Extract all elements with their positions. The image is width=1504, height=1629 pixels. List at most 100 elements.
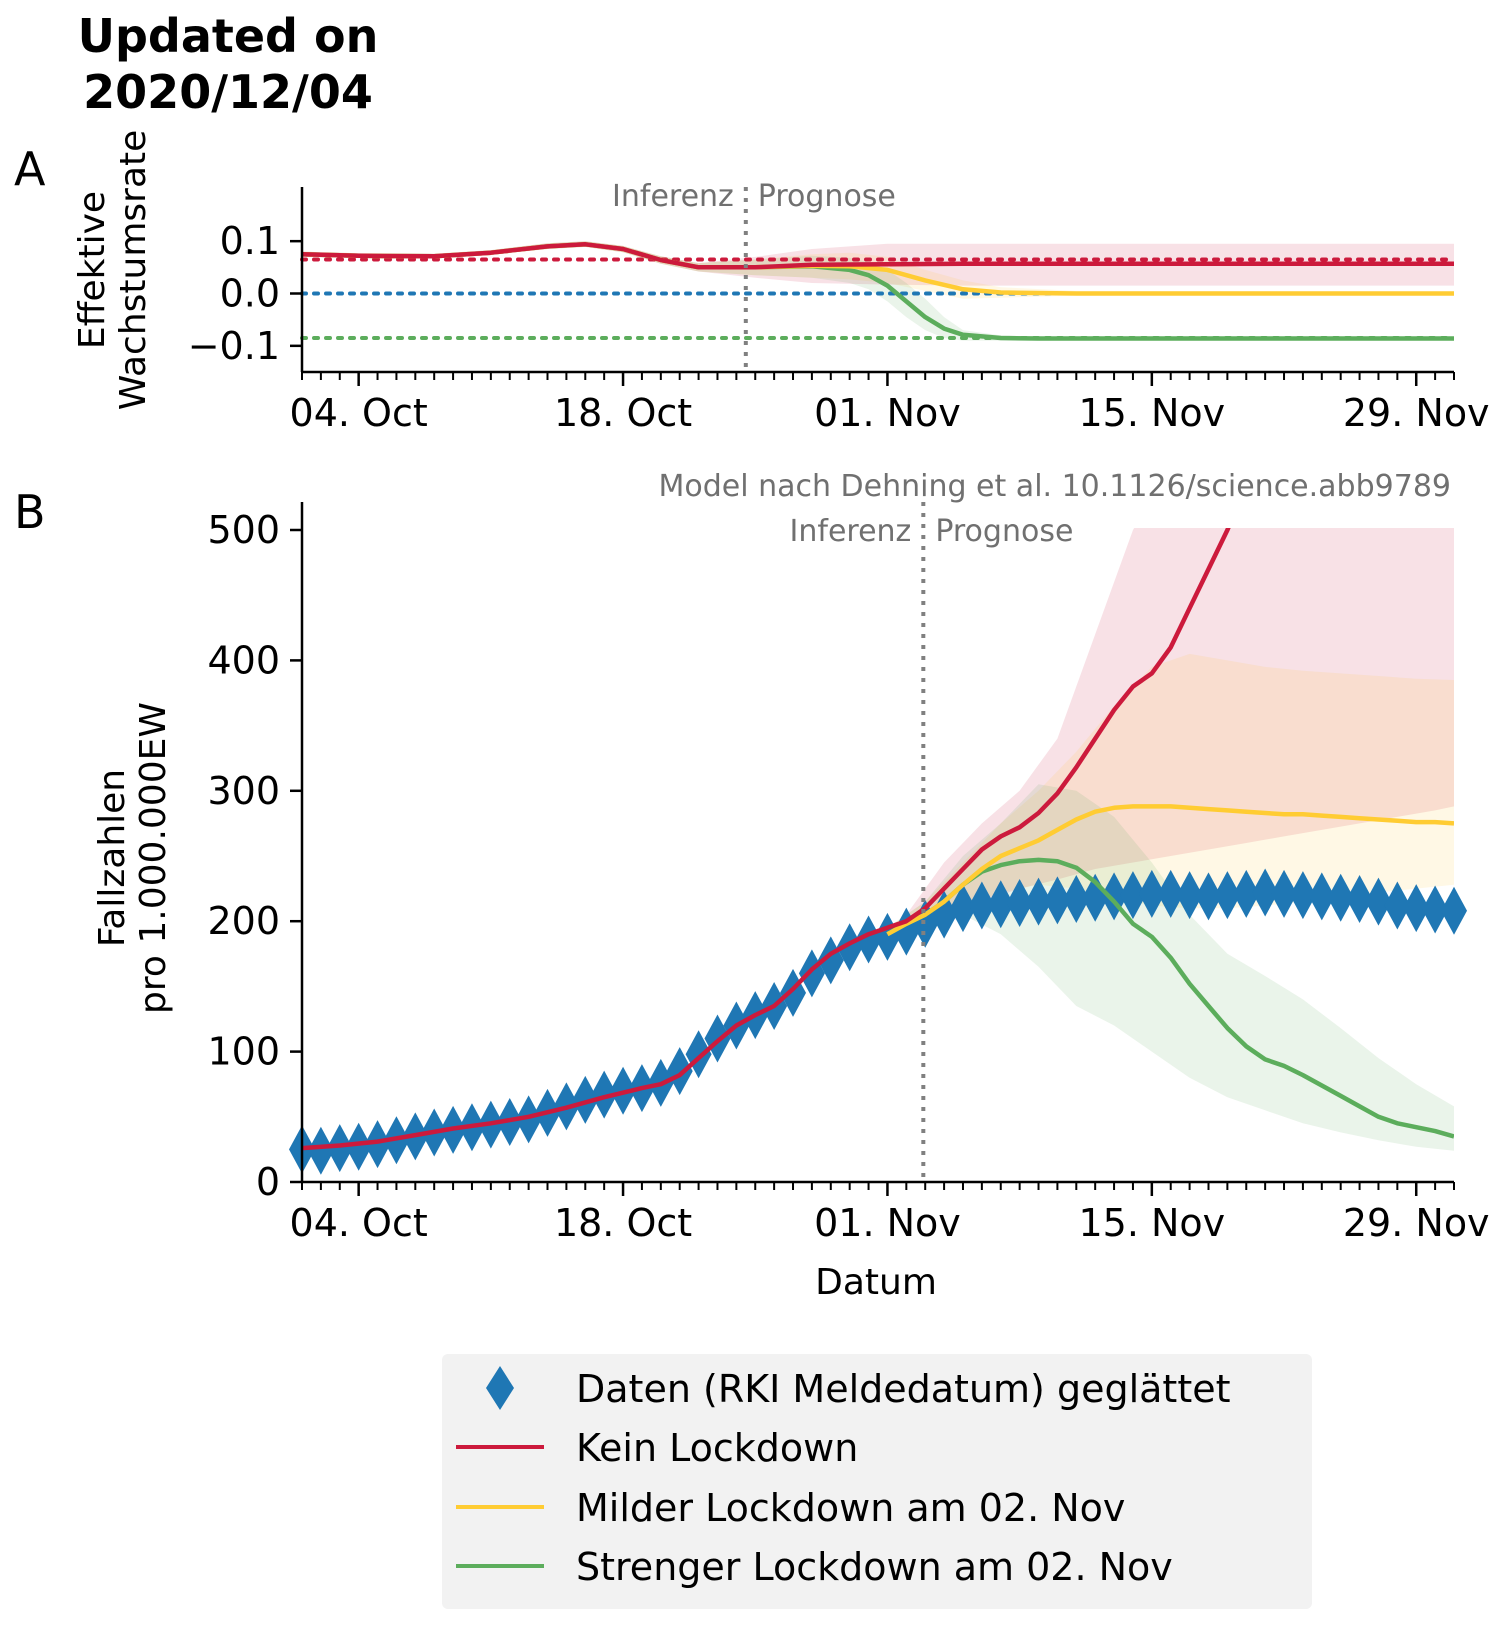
panel-a-x-tick-label: 18. Oct	[554, 391, 692, 435]
panel-b-data-point	[515, 1095, 542, 1144]
panel-b-data-point	[1044, 876, 1071, 925]
panel-a-y-tick-label: 0.0	[220, 272, 280, 316]
panel-b-data-point	[666, 1047, 693, 1096]
panel-b-letter: B	[14, 485, 46, 539]
panel-b-data-point	[1195, 872, 1222, 921]
panel-b-data-point	[1441, 886, 1467, 935]
panel-a-line-kein-lockdown	[301, 242, 1454, 270]
legend-label-data: Daten (RKI Meldedatum) geglättet	[576, 1367, 1231, 1411]
panel-b-y-tick-label: 100	[207, 1030, 280, 1074]
panel-b-data-point	[1271, 869, 1298, 918]
legend-frame	[442, 1354, 1312, 1609]
panel-b-divider-group: Inferenz Prognose	[790, 502, 1073, 1182]
panel-b-data-point	[855, 915, 882, 964]
legend-item-milder-lockdown: Milder Lockdown am 02. Nov	[456, 1486, 1125, 1530]
panel-b-data-point	[1063, 875, 1090, 924]
legend-item-data: Daten (RKI Meldedatum) geglättet	[486, 1366, 1231, 1411]
panel-b-y-tick-label: 200	[207, 899, 280, 943]
panel-a-growth-rate-chart: Inferenz Prognose 0.1 0.0 −0.104. Oct 18. Oc…	[72, 130, 1490, 435]
panel-b-data-point	[836, 923, 863, 972]
panel-a-divider-group: Inferenz Prognose	[612, 179, 896, 372]
panel-b-data-point	[1308, 872, 1335, 921]
panel-b-data-point	[345, 1122, 372, 1171]
panel-a-y-axis-label: Effektive Wachstumsrate	[72, 130, 154, 411]
panel-b-ylabel-line-2: pro 1.000.000EW	[133, 702, 174, 1014]
panel-a-x-tick-label: 04. Oct	[290, 391, 428, 435]
panel-b-line-kein-lockdown	[302, 528, 1231, 1151]
panel-a-uncertainty-bands	[302, 241, 1454, 341]
panel-b-data-point	[1119, 871, 1146, 920]
panel-b-inferenz-label: Inferenz	[790, 514, 912, 549]
panel-b-data-point	[1252, 868, 1279, 917]
panel-b-data-point	[1138, 869, 1165, 918]
panel-b-x-tick-label: 15. Nov	[1078, 1201, 1225, 1245]
panel-b-band-strenger-lockdown-am-02-nov	[887, 784, 1454, 1151]
panel-b-data-point	[931, 890, 958, 939]
panel-b-band-milder-lockdown-am-02-nov	[887, 653, 1454, 937]
panel-a-letter: A	[14, 142, 46, 196]
panel-a-ylabel-line-2: Wachstumsrate	[113, 130, 154, 411]
panel-b-y-tick-label: 500	[207, 508, 280, 552]
panel-b-data-point	[1365, 877, 1392, 926]
panel-a-prognose-label: Prognose	[758, 179, 896, 214]
panel-b-data-point	[949, 884, 976, 933]
panel-b-y-tick-label: 300	[207, 769, 280, 813]
panel-a-x-tick-label: 01. Nov	[814, 391, 961, 435]
panel-a-inferenz-label: Inferenz	[612, 179, 734, 214]
panel-b-data-point	[987, 880, 1014, 929]
diamond-marker-icon	[486, 1366, 514, 1410]
panel-b-data-point	[1327, 873, 1354, 922]
panel-b-line-milder-lockdown-am-02-nov	[886, 804, 1454, 937]
panel-b-prognose-label: Prognose	[935, 514, 1073, 549]
panel-a-x-tick-label: 15. Nov	[1078, 391, 1225, 435]
panel-b-series-lines	[302, 528, 1454, 1151]
panel-a-y-tick-label: −0.1	[188, 324, 280, 368]
panel-b-x-axis-label: Datum	[815, 1262, 937, 1303]
panel-a-ylabel-line-1: Effektive	[72, 191, 113, 349]
legend-item-kein-lockdown: Kein Lockdown	[456, 1426, 858, 1470]
panel-b-data-point	[1157, 869, 1184, 918]
panel-b-x-tick-label: 18. Oct	[554, 1201, 692, 1245]
panel-b-data-point	[1384, 881, 1411, 930]
panel-b-data-point	[1422, 885, 1449, 934]
panel-b-axes: 0 100 200 300 400 500 04. Oct 18. Oct 01. Nov 15.…	[207, 502, 1490, 1245]
panel-b-ylabel-line-1: Fallzahlen	[92, 769, 133, 947]
legend-label-strenger: Strenger Lockdown am 02. Nov	[576, 1545, 1173, 1589]
panel-b-x-tick-label: 01. Nov	[814, 1201, 961, 1245]
panel-b-x-tick-label: 04. Oct	[290, 1201, 428, 1245]
panel-a-x-tick-label: 29. Nov	[1343, 391, 1490, 435]
panel-b-data-point	[1403, 884, 1430, 933]
legend: Daten (RKI Meldedatum) geglättet Kein Lo…	[442, 1354, 1312, 1609]
panel-b-x-tick-label: 29. Nov	[1343, 1201, 1490, 1245]
legend-label-kein: Kein Lockdown	[576, 1426, 858, 1470]
panel-b-data-point	[572, 1075, 599, 1124]
panel-b-y-axis-label: Fallzahlen pro 1.000.000EW	[92, 702, 174, 1014]
legend-item-strenger-lockdown: Strenger Lockdown am 02. Nov	[456, 1545, 1173, 1589]
panel-b-y-tick-label: 400	[207, 638, 280, 682]
updated-line-2: 2020/12/04	[83, 65, 373, 119]
panel-a-band-strenger-lockdown-am-02-nov	[302, 241, 1454, 341]
panel-a-y-tick-label: 0.1	[220, 219, 280, 263]
updated-line-1: Updated on	[78, 9, 379, 63]
panel-b-data-point	[1006, 878, 1033, 927]
panel-a-series-lines	[301, 242, 1454, 341]
panel-b-data-point	[1289, 871, 1316, 920]
panel-b-data-point	[1346, 875, 1373, 924]
panel-b-uncertainty-bands	[887, 528, 1454, 1151]
panel-b-data-point	[326, 1124, 353, 1173]
panel-b-data-point	[364, 1120, 391, 1169]
legend-label-milder: Milder Lockdown am 02. Nov	[576, 1486, 1125, 1530]
panel-b-y-tick-label: 0	[256, 1160, 280, 1204]
panel-b-band-kein-lockdown	[906, 528, 1454, 928]
panel-b-data-point	[591, 1070, 618, 1119]
panel-b-data-point	[1214, 871, 1241, 920]
panel-b-case-numbers-chart: Model nach Dehning et al. 10.1126/scienc…	[92, 469, 1490, 1303]
panel-b-data-point	[968, 881, 995, 930]
panel-b-data-point	[1025, 877, 1052, 926]
model-credit-annotation: Model nach Dehning et al. 10.1126/scienc…	[658, 469, 1451, 504]
panel-a-axes: 0.1 0.0 −0.104. Oct 18. Oct 01. Nov 15. Nov 29…	[188, 187, 1490, 435]
panel-b-data-point	[1176, 871, 1203, 920]
panel-b-data-point	[307, 1126, 334, 1175]
panel-b-data-point	[1233, 869, 1260, 918]
